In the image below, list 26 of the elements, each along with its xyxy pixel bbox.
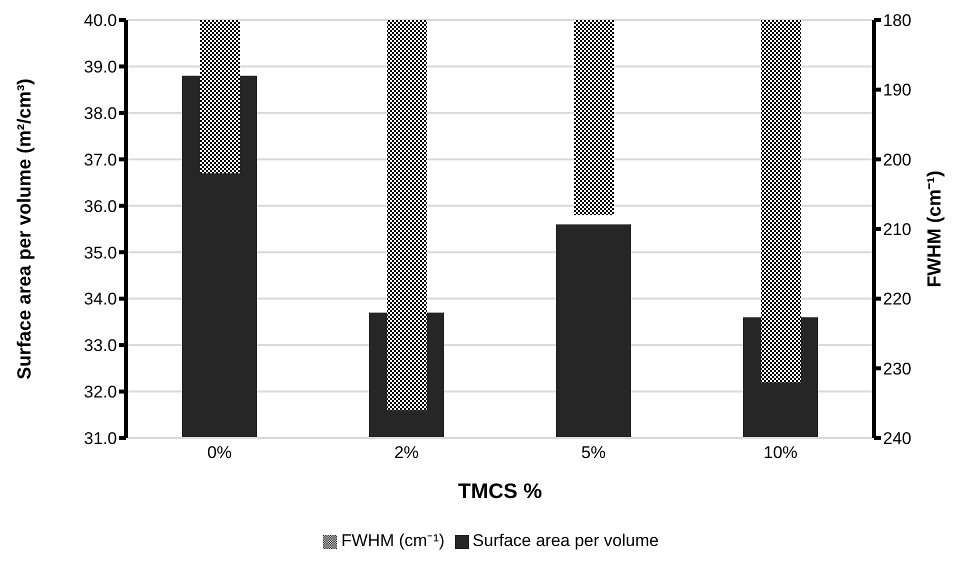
y2-tick-label: 210 xyxy=(883,220,912,240)
y-tick-label: 37.0 xyxy=(84,150,117,170)
x-tick-label: 10% xyxy=(763,443,798,462)
x-tick-label: 0% xyxy=(207,443,232,462)
y-tick-label: 38.0 xyxy=(84,104,117,123)
y2-tick-label: 240 xyxy=(883,429,912,448)
y-tick-label: 39.0 xyxy=(84,57,117,76)
y-axis-title: Surface area per volume (m²/cm³) xyxy=(14,78,36,380)
legend-label: Surface area per volume xyxy=(472,531,659,550)
y2-tick-label: 180 xyxy=(883,11,912,30)
y-tick-label: 32.0 xyxy=(84,382,117,402)
x-tick-label: 2% xyxy=(394,443,419,462)
y2-tick-label: 200 xyxy=(883,150,912,170)
x-tick-label: 5% xyxy=(581,443,606,462)
y-tick-label: 36.0 xyxy=(84,196,117,216)
y-tick-label: 35.0 xyxy=(84,243,117,262)
y-tick-label: 34.0 xyxy=(84,290,117,309)
y2-tick-label: 190 xyxy=(883,80,912,100)
y-tick-label: 31.0 xyxy=(84,429,117,448)
x-axis-title: TMCS % xyxy=(458,480,542,503)
y2-axis-title: FWHM (cm⁻¹) xyxy=(924,170,946,288)
y2-tick-label: 230 xyxy=(883,359,912,378)
y2-tick-label: 220 xyxy=(883,290,912,309)
y-tick-label: 40.0 xyxy=(84,11,117,30)
y-tick-label: 33.0 xyxy=(84,336,117,356)
legend-label: FWHM (cm⁻¹) xyxy=(341,531,445,550)
